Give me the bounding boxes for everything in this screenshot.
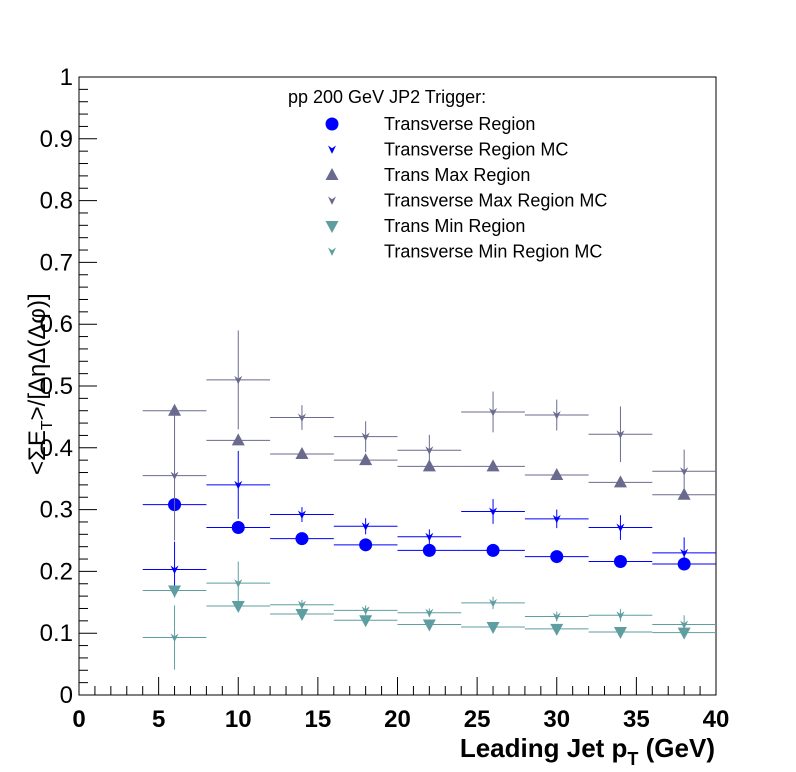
data-point	[297, 510, 306, 519]
legend-label: Transverse Region	[384, 114, 535, 134]
axis-ticks	[78, 76, 717, 696]
x-tick-label: 35	[623, 706, 650, 733]
series-group	[142, 585, 716, 640]
legend-marker	[328, 145, 336, 154]
data-point	[486, 543, 500, 557]
data-point	[550, 550, 564, 564]
data-point	[422, 543, 436, 557]
data-point	[297, 413, 306, 422]
data-point	[613, 626, 627, 639]
y-tick-label: 0.8	[40, 188, 73, 215]
legend-marker	[325, 168, 339, 180]
data-point	[613, 555, 627, 569]
series-group	[142, 450, 716, 598]
data-point	[552, 411, 561, 420]
data-point	[231, 433, 245, 446]
x-tick-label: 0	[72, 706, 85, 733]
y-axis-title: <ΣET>/[ΔηΔ(Δφ)]	[24, 293, 56, 475]
data-point	[295, 446, 309, 459]
data-point	[422, 619, 436, 632]
data-point	[361, 432, 370, 442]
data-point	[295, 609, 309, 622]
data-point	[361, 606, 370, 615]
data-point	[359, 538, 373, 552]
tick-labels: 0 5 10 15 20 25 30 35 40 0 0.1 0.2 0.3 0.4 0.5 0.6 0.7 0.…	[40, 64, 730, 733]
data-point	[486, 622, 500, 635]
data-point	[170, 633, 179, 642]
data-point	[234, 375, 243, 385]
data-point	[680, 467, 689, 476]
data-point	[425, 532, 434, 542]
data-marks	[142, 330, 716, 670]
y-tick-label: 0.2	[40, 558, 73, 585]
legend-label: Transverse Max Region MC	[384, 191, 607, 211]
legend-label: Transverse Region MC	[384, 140, 568, 160]
x-tick-label: 20	[384, 706, 411, 733]
y-tick-label: 0.3	[40, 497, 73, 524]
y-tick-label: 0.7	[40, 249, 73, 276]
data-point	[489, 507, 498, 516]
series-group	[142, 561, 716, 670]
data-point	[170, 565, 179, 574]
data-point	[613, 475, 627, 488]
y-tick-label: 0.9	[40, 126, 73, 153]
data-point	[425, 608, 434, 618]
data-point	[295, 532, 309, 546]
data-point	[168, 585, 182, 598]
x-tick-label: 25	[464, 706, 491, 733]
data-point	[489, 598, 498, 608]
series-group	[142, 498, 716, 571]
data-point	[297, 600, 306, 610]
x-tick-label: 10	[225, 706, 252, 733]
y-tick-label: 0.6	[40, 311, 73, 338]
data-point	[616, 611, 625, 620]
data-point	[359, 615, 373, 628]
data-point	[359, 453, 373, 466]
data-point	[680, 548, 689, 558]
legend-marker	[328, 196, 336, 205]
data-point	[552, 514, 561, 524]
data-point	[425, 446, 434, 455]
data-point	[680, 620, 689, 629]
legend-label: Transverse Min Region MC	[384, 242, 602, 262]
data-point	[361, 522, 370, 531]
data-point	[486, 459, 500, 472]
legend-label: Trans Min Region	[384, 216, 525, 236]
data-point	[550, 623, 564, 636]
x-tick-label: 5	[152, 706, 165, 733]
x-tick-label: 15	[305, 706, 332, 733]
plot-frame	[78, 76, 717, 696]
y-tick-label: 0	[60, 682, 73, 709]
y-tick-label: 0.5	[40, 373, 73, 400]
data-point	[552, 612, 561, 621]
y-tick-label: 0.1	[40, 620, 73, 647]
legend-marker	[325, 221, 339, 233]
data-point	[489, 407, 498, 417]
data-point	[550, 467, 564, 480]
y-tick-label: 0.4	[40, 435, 73, 462]
data-point	[234, 579, 243, 588]
legend-title: pp 200 GeV JP2 Trigger:	[288, 87, 486, 107]
x-axis-title: Leading Jet pT (GeV)	[460, 733, 715, 769]
legend-marker	[328, 247, 336, 256]
legend-label: Trans Max Region	[384, 165, 530, 185]
y-tick-label: 1	[60, 64, 73, 91]
x-tick-label: 40	[703, 706, 730, 733]
data-point	[616, 523, 625, 532]
x-tick-label: 30	[543, 706, 570, 733]
data-point	[677, 487, 691, 500]
data-point	[231, 601, 245, 614]
data-point	[616, 430, 625, 439]
series-group	[142, 330, 716, 541]
legend: pp 200 GeV JP2 Trigger: Transverse Regio…	[288, 87, 607, 262]
data-point	[170, 471, 179, 481]
data-point	[231, 521, 245, 535]
data-point	[234, 480, 243, 490]
series-group	[142, 403, 716, 500]
legend-marker	[325, 117, 339, 131]
data-point	[168, 403, 182, 416]
